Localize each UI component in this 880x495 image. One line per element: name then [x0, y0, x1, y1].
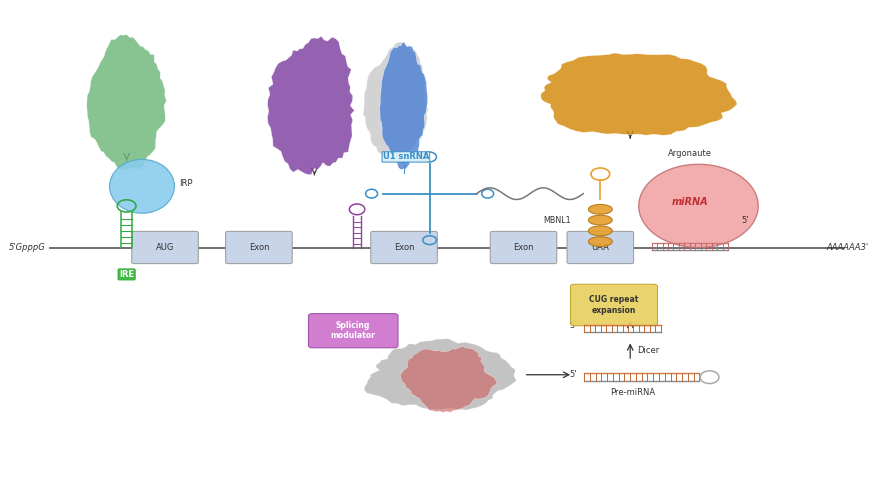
Text: Exon: Exon — [513, 243, 534, 252]
Ellipse shape — [589, 215, 612, 225]
Text: Exon: Exon — [393, 243, 414, 252]
Text: CUG repeat
expansion: CUG repeat expansion — [590, 296, 639, 315]
Polygon shape — [379, 42, 428, 169]
Text: Dicer: Dicer — [637, 346, 659, 355]
Ellipse shape — [109, 159, 174, 213]
Text: MBNL1: MBNL1 — [543, 216, 570, 225]
FancyBboxPatch shape — [570, 284, 657, 326]
Text: 5': 5' — [742, 216, 749, 225]
FancyBboxPatch shape — [225, 231, 292, 264]
Polygon shape — [87, 34, 166, 170]
Text: AAAAAA3': AAAAAA3' — [826, 243, 869, 252]
Text: Argonaute: Argonaute — [668, 149, 712, 158]
FancyBboxPatch shape — [567, 231, 634, 264]
Text: Pre-miRNA: Pre-miRNA — [610, 389, 656, 397]
Ellipse shape — [589, 226, 612, 236]
Text: 5'GpppG: 5'GpppG — [9, 243, 46, 252]
Polygon shape — [400, 346, 497, 412]
Text: IRP: IRP — [179, 179, 192, 189]
Polygon shape — [363, 42, 429, 159]
Polygon shape — [540, 53, 737, 135]
Text: IRE: IRE — [119, 270, 134, 279]
Text: Exon: Exon — [249, 243, 269, 252]
Text: 5': 5' — [569, 321, 577, 330]
Text: 5': 5' — [569, 370, 577, 379]
FancyBboxPatch shape — [132, 231, 198, 264]
FancyBboxPatch shape — [370, 231, 437, 264]
Ellipse shape — [589, 237, 612, 247]
FancyBboxPatch shape — [308, 313, 398, 348]
Polygon shape — [268, 36, 355, 175]
FancyBboxPatch shape — [490, 231, 557, 264]
Text: Splicing
modulator: Splicing modulator — [330, 321, 375, 341]
Polygon shape — [364, 339, 517, 410]
Text: U1 snRNA: U1 snRNA — [383, 152, 429, 174]
Ellipse shape — [639, 164, 759, 248]
Ellipse shape — [589, 204, 612, 214]
Text: miRNA: miRNA — [671, 197, 708, 207]
Text: AUG: AUG — [156, 243, 174, 252]
Text: UAA: UAA — [591, 243, 609, 252]
